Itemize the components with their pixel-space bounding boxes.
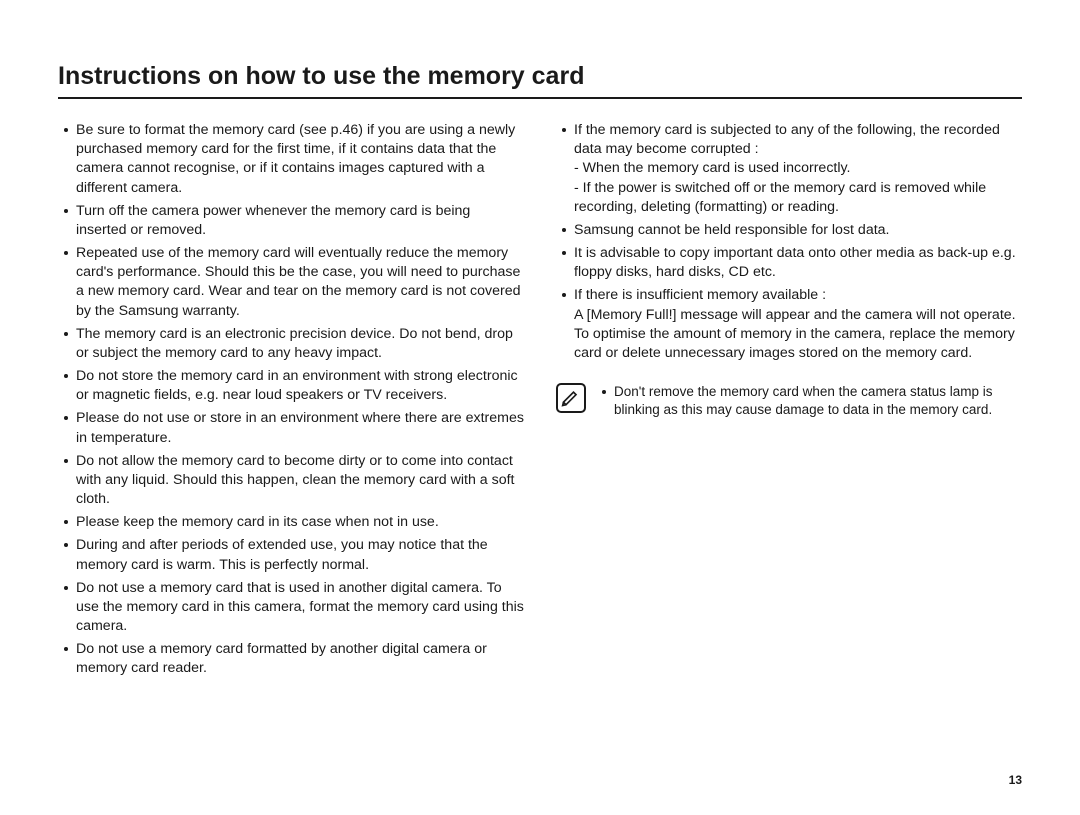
right-column: If the memory card is subjected to any o… (556, 121, 1022, 683)
list-item: Please keep the memory card in its case … (58, 513, 524, 532)
list-item: Turn off the camera power whenever the m… (58, 202, 524, 240)
note-text: Don't remove the memory card when the ca… (596, 383, 1022, 423)
content-columns: Be sure to format the memory card (see p… (58, 121, 1022, 683)
left-column: Be sure to format the memory card (see p… (58, 121, 524, 683)
list-item: Samsung cannot be held responsible for l… (556, 221, 1022, 240)
note-box: Don't remove the memory card when the ca… (556, 383, 1022, 423)
list-item: Please do not use or store in an environ… (58, 409, 524, 447)
right-bullet-list: If the memory card is subjected to any o… (556, 121, 1022, 363)
list-item: During and after periods of extended use… (58, 536, 524, 574)
list-item: Do not store the memory card in an envir… (58, 367, 524, 405)
list-item-text: If the memory card is subjected to any o… (574, 122, 1000, 157)
list-item: Do not use a memory card formatted by an… (58, 640, 524, 678)
follow-text: A [Memory Full!] message will appear and… (574, 306, 1022, 364)
pencil-note-icon (556, 383, 586, 413)
sub-item: - When the memory card is used incorrect… (574, 159, 1022, 178)
list-item: Do not allow the memory card to become d… (58, 452, 524, 510)
left-bullet-list: Be sure to format the memory card (see p… (58, 121, 524, 679)
note-bullet: Don't remove the memory card when the ca… (596, 383, 1022, 419)
list-item: If the memory card is subjected to any o… (556, 121, 1022, 217)
list-item: Be sure to format the memory card (see p… (58, 121, 524, 198)
list-item: The memory card is an electronic precisi… (58, 325, 524, 363)
list-item: It is advisable to copy important data o… (556, 244, 1022, 282)
sub-item: - If the power is switched off or the me… (574, 179, 1022, 217)
page-number: 13 (1009, 773, 1022, 787)
list-item: Do not use a memory card that is used in… (58, 579, 524, 637)
list-item: If there is insufficient memory availabl… (556, 286, 1022, 363)
page-title: Instructions on how to use the memory ca… (58, 62, 1022, 99)
list-item-text: If there is insufficient memory availabl… (574, 287, 826, 303)
list-item: Repeated use of the memory card will eve… (58, 244, 524, 321)
